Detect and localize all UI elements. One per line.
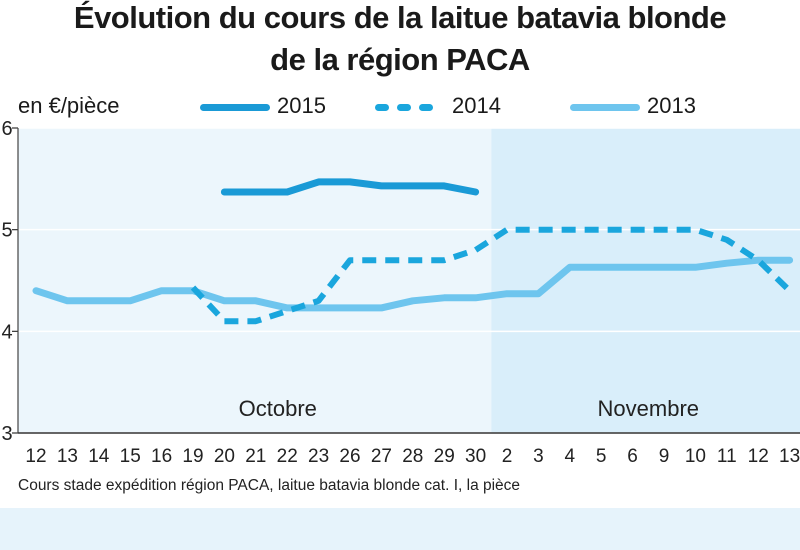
month-label: Octobre	[239, 396, 317, 421]
x-tick-label: 9	[659, 446, 670, 467]
x-tick-label: 30	[465, 446, 486, 467]
x-tick-label: 13	[779, 446, 800, 467]
x-tick-label: 28	[402, 446, 423, 467]
month-label: Novembre	[598, 396, 699, 421]
x-tick-label: 21	[245, 446, 266, 467]
x-tick-label: 5	[596, 446, 607, 467]
x-tick-label: 20	[214, 446, 235, 467]
x-tick-label: 29	[434, 446, 455, 467]
legend-label-2013: 2013	[647, 93, 696, 118]
legend-swatch-2014	[375, 104, 389, 111]
x-tick-label: 11	[717, 446, 737, 467]
x-tick-label: 15	[120, 446, 141, 467]
x-tick-label: 6	[627, 446, 638, 467]
x-tick-label: 19	[182, 446, 203, 467]
chart-title-line1: Évolution du cours de la laitue batavia …	[73, 0, 727, 35]
series-line-2014	[190, 226, 792, 325]
source-note: Cours stade expédition région PACA, lait…	[18, 477, 521, 494]
x-tick-label: 12	[25, 446, 46, 467]
chart-title-line2: de la région PACA	[270, 42, 530, 77]
panel-november	[491, 128, 800, 433]
x-tick-label: 16	[151, 446, 172, 467]
y-tick-label: 5	[1, 220, 12, 242]
x-tick-label: 2	[502, 446, 513, 467]
legend-swatch-2015	[200, 104, 270, 111]
footer-band	[0, 508, 800, 550]
series-line-2013	[32, 256, 794, 312]
series-line-2015	[220, 178, 480, 196]
x-tick-label: 27	[371, 446, 392, 467]
unit-label: en €/pièce	[18, 93, 120, 118]
x-tick-label: 23	[308, 446, 329, 467]
legend-swatch-2013	[570, 104, 640, 111]
legend-swatch-2014-dash3	[419, 104, 433, 111]
legend-label-2015: 2015	[277, 93, 326, 118]
x-tick-label: 3	[533, 446, 544, 467]
y-tick-label: 6	[1, 118, 12, 140]
x-tick-label: 12	[748, 446, 769, 467]
legend-swatch-2014-dash2	[397, 104, 411, 111]
legend: en €/pièce 2015 2014 2013	[0, 90, 800, 122]
panel-october	[18, 128, 492, 433]
legend-label-2014: 2014	[452, 93, 501, 118]
x-tick-label: 14	[88, 446, 110, 467]
y-tick-label: 3	[1, 423, 12, 445]
x-tick-label: 4	[565, 446, 576, 467]
x-tick-label: 26	[339, 446, 360, 467]
x-tick-label: 22	[277, 446, 298, 467]
y-tick-label: 4	[1, 321, 12, 343]
x-tick-label: 10	[685, 446, 706, 467]
x-tick-label: 13	[57, 446, 78, 467]
